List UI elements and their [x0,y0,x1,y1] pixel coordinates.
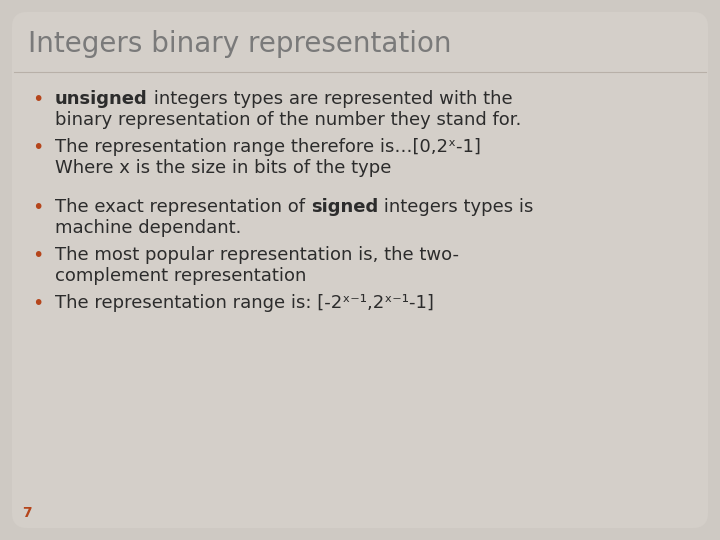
Text: •: • [32,294,43,313]
Text: •: • [32,90,43,109]
Text: integers types are represented with the: integers types are represented with the [148,90,513,108]
Text: •: • [32,246,43,265]
Text: complement representation: complement representation [55,267,307,285]
Text: unsigned: unsigned [55,90,148,108]
Text: Where x is the size in bits of the type: Where x is the size in bits of the type [55,159,392,177]
Text: machine dependant.: machine dependant. [55,219,241,237]
Text: Integers binary representation: Integers binary representation [28,30,451,58]
Text: binary representation of the number they stand for.: binary representation of the number they… [55,111,521,129]
FancyBboxPatch shape [12,12,708,528]
Text: signed: signed [311,198,378,216]
Text: integers types is: integers types is [378,198,534,216]
Text: 7: 7 [22,506,32,520]
Text: •: • [32,198,43,217]
Text: The representation range is: [-2ˣ⁻¹,2ˣ⁻¹-1]: The representation range is: [-2ˣ⁻¹,2ˣ⁻¹… [55,294,434,312]
Text: •: • [32,138,43,157]
Text: The exact representation of: The exact representation of [55,198,311,216]
Text: The most popular representation is, the two-: The most popular representation is, the … [55,246,459,264]
Text: The representation range therefore is…[0,2ˣ-1]: The representation range therefore is…[0… [55,138,481,156]
